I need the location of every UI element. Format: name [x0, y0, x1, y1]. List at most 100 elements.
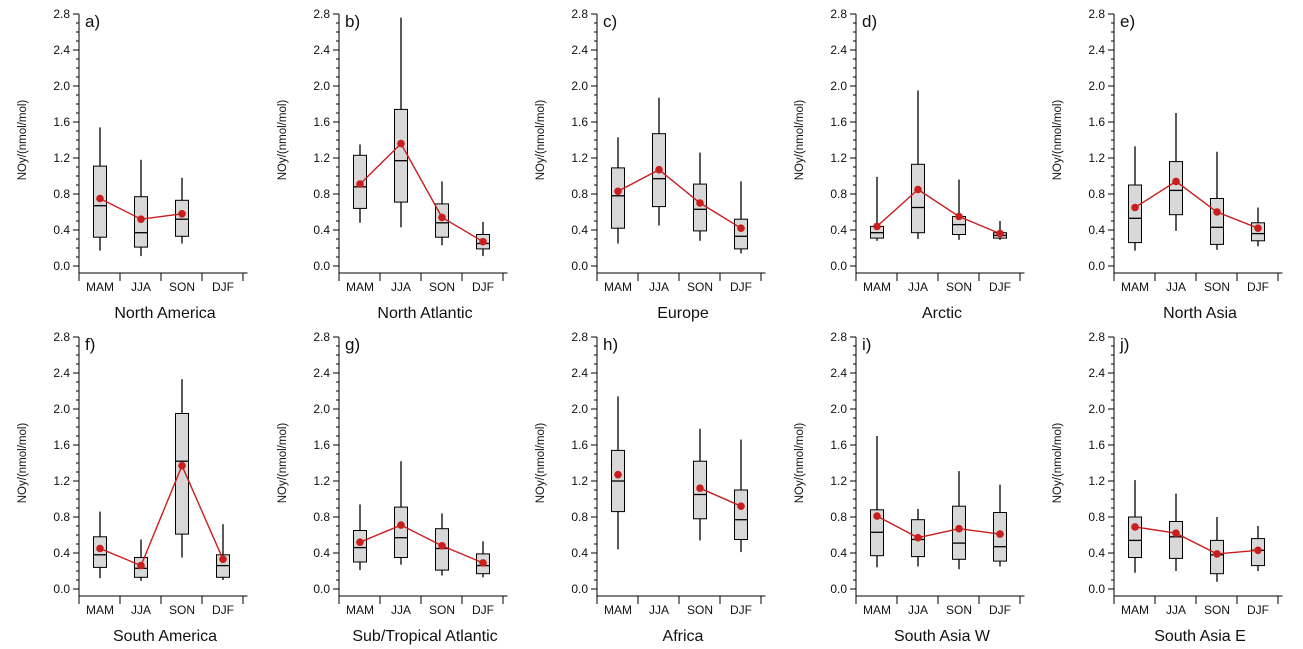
- mean-point: [96, 194, 104, 203]
- panel-label: c): [603, 12, 617, 31]
- y-tick-label: 0.8: [571, 187, 588, 201]
- x-tick-label: JJA: [1166, 603, 1186, 617]
- y-tick-label: 2.0: [571, 402, 588, 416]
- y-tick-label: 1.6: [1088, 438, 1105, 452]
- panel-label: b): [345, 12, 360, 31]
- mean-line: [876, 188, 1001, 235]
- y-tick-label: 0.0: [830, 582, 847, 596]
- box-iqr: [611, 167, 625, 229]
- panel-title: South Asia W: [894, 628, 991, 645]
- mean-point: [137, 561, 145, 570]
- x-tick-label: DJF: [989, 603, 1011, 617]
- mean-point: [438, 213, 446, 222]
- y-tick-label: 0.8: [830, 510, 847, 524]
- panel-label: e): [1120, 12, 1135, 31]
- y-tick-label: 0.0: [1088, 582, 1105, 596]
- y-tick-label: 2.0: [571, 79, 588, 93]
- x-tick-label: MAM: [1121, 603, 1149, 617]
- x-tick-label: SON: [169, 603, 195, 617]
- y-tick-label: 0.0: [1088, 259, 1105, 273]
- x-tick-label: MAM: [346, 603, 374, 617]
- mean-point: [955, 524, 963, 533]
- box-iqr: [952, 505, 966, 560]
- y-tick-label: 2.4: [313, 366, 330, 380]
- mean-point: [696, 484, 704, 493]
- mean-line: [617, 168, 742, 229]
- panel-title: South Asia E: [1154, 628, 1246, 645]
- y-tick-label: 1.6: [830, 115, 847, 129]
- box-iqr: [353, 530, 367, 563]
- box-iqr: [394, 108, 408, 203]
- y-tick-label: 0.8: [1088, 187, 1105, 201]
- y-tick-label: 0.8: [571, 510, 588, 524]
- y-tick-label: 1.2: [53, 151, 70, 165]
- panel-title: Arctic: [922, 305, 962, 322]
- panel-label: i): [862, 335, 871, 354]
- panel-label: j): [1119, 335, 1129, 354]
- mean-line: [359, 524, 484, 564]
- x-tick-label: MAM: [863, 280, 891, 294]
- mean-point: [96, 544, 104, 553]
- x-tick-label: MAM: [346, 280, 374, 294]
- y-tick-label: 2.8: [53, 7, 70, 21]
- mean-line: [876, 515, 1001, 539]
- mean-point: [1131, 523, 1139, 531]
- x-tick-label: JJA: [649, 280, 669, 294]
- y-tick-label: 0.4: [53, 546, 70, 560]
- x-tick-label: MAM: [1121, 280, 1149, 294]
- x-tick-label: JJA: [908, 603, 928, 617]
- chart-panel: 0.0 0.4 0.8 1.2 1.6 2.0 2.4 2.8 MAM JJA SON DJF NOy/…: [1052, 7, 1283, 322]
- panel-title: South America: [113, 628, 217, 645]
- mean-point: [137, 215, 145, 223]
- x-tick-label: SON: [1204, 280, 1230, 294]
- chart-panel: 0.0 0.4 0.8 1.2 1.6 2.0 2.4 2.8 MAM JJA SON DJF NOy/…: [277, 7, 508, 322]
- y-tick-label: 2.0: [1088, 402, 1105, 416]
- x-tick-label: DJF: [1247, 280, 1269, 294]
- y-tick-label: 1.2: [571, 474, 588, 488]
- panel-title: North Asia: [1163, 305, 1237, 322]
- mean-point: [737, 224, 745, 232]
- mean-point: [219, 555, 227, 564]
- y-tick-label: 0.0: [313, 582, 330, 596]
- mean-point: [1172, 177, 1180, 186]
- y-tick-label: 1.2: [830, 151, 847, 165]
- y-tick-label: 1.6: [53, 115, 70, 129]
- y-tick-label: 0.4: [313, 546, 330, 560]
- y-tick-label: 2.8: [313, 330, 330, 344]
- x-tick-label: SON: [687, 280, 713, 294]
- mean-point: [1172, 529, 1180, 537]
- y-tick-label: 2.4: [1088, 366, 1105, 380]
- y-axis-title: NOy/(nmol/mol): [277, 423, 289, 504]
- mean-point: [1213, 208, 1221, 216]
- mean-point: [873, 512, 881, 520]
- panel-label: f): [85, 335, 95, 354]
- y-tick-label: 0.8: [830, 187, 847, 201]
- y-tick-label: 0.8: [53, 510, 70, 524]
- y-tick-label: 1.6: [1088, 115, 1105, 129]
- y-tick-label: 0.4: [830, 546, 847, 560]
- mean-point: [438, 542, 446, 550]
- y-tick-label: 0.8: [53, 187, 70, 201]
- mean-point: [356, 538, 364, 546]
- x-tick-label: DJF: [1247, 603, 1269, 617]
- box-iqr: [1128, 516, 1142, 558]
- x-tick-label: JJA: [391, 603, 411, 617]
- box-iqr: [1210, 198, 1224, 245]
- mean-point: [914, 533, 922, 542]
- y-tick-label: 2.4: [571, 43, 588, 57]
- mean-point: [655, 165, 663, 174]
- y-tick-label: 1.6: [313, 438, 330, 452]
- y-tick-label: 2.4: [571, 366, 588, 380]
- y-tick-label: 2.0: [53, 402, 70, 416]
- y-tick-label: 0.0: [313, 259, 330, 273]
- y-tick-label: 2.8: [1088, 330, 1105, 344]
- panel-title: Europe: [657, 305, 709, 322]
- y-tick-label: 2.0: [53, 79, 70, 93]
- y-axis-title: NOy/(nmol/mol): [794, 100, 806, 181]
- panel-title: Sub/Tropical Atlantic: [352, 628, 497, 645]
- panel-label: d): [862, 12, 877, 31]
- y-tick-label: 1.2: [1088, 474, 1105, 488]
- y-axis-title: NOy/(nmol/mol): [794, 423, 806, 504]
- x-tick-label: DJF: [472, 280, 494, 294]
